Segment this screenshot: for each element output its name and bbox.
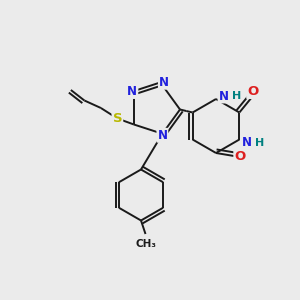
Text: CH₃: CH₃ — [135, 239, 156, 249]
Text: O: O — [234, 149, 246, 163]
Text: N: N — [218, 89, 229, 103]
Text: N: N — [128, 85, 137, 98]
Text: N: N — [158, 129, 167, 142]
Text: N: N — [159, 76, 169, 89]
Text: S: S — [112, 112, 122, 125]
Text: H: H — [255, 137, 264, 148]
Text: N: N — [242, 136, 252, 149]
Text: O: O — [247, 85, 259, 98]
Text: H: H — [232, 91, 241, 101]
